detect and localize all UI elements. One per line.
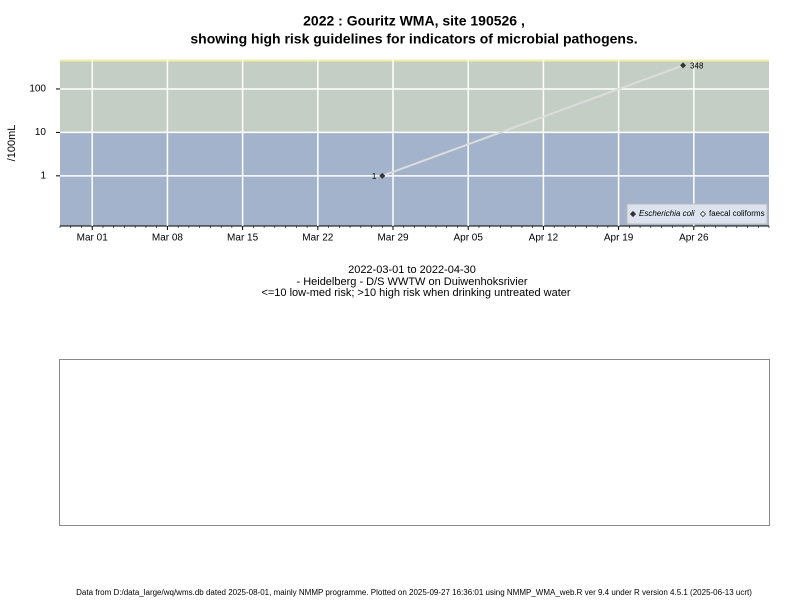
high-risk-band xyxy=(60,60,769,133)
legend-label: Escherichia coli xyxy=(639,209,695,218)
x-tick-label: Apr 05 xyxy=(453,233,483,244)
point xyxy=(680,62,687,69)
x-tick-label: Mar 22 xyxy=(302,233,334,244)
legend-label: faecal coliforms xyxy=(709,209,765,218)
subtitle: 2022-03-01 to 2022-04-30 xyxy=(348,264,476,276)
series-line xyxy=(381,64,684,177)
x-tick-label: Apr 12 xyxy=(529,233,559,244)
legend-marker xyxy=(629,210,637,218)
footer: Data from D:/data_large/wq/wms.db dated … xyxy=(76,588,752,597)
x-tick-label: Mar 01 xyxy=(77,233,109,244)
chart-title: showing high risk guidelines for indicat… xyxy=(190,31,637,47)
point xyxy=(379,172,386,179)
subtitle: <=10 low-med risk; >10 high risk when dr… xyxy=(261,287,570,299)
y-tick-label: 1 xyxy=(40,170,46,181)
x-tick-label: Mar 15 xyxy=(227,233,259,244)
legend-marker xyxy=(699,210,707,218)
x-tick-label: Apr 26 xyxy=(679,233,709,244)
x-tick-label: Mar 08 xyxy=(152,233,184,244)
x-tick-label: Apr 19 xyxy=(604,233,634,244)
chart-title: 2022 : Gouritz WMA, site 190526 , xyxy=(303,13,525,29)
legend-box xyxy=(626,203,768,225)
data-label: 1 xyxy=(372,172,377,181)
empty-panel xyxy=(59,359,770,526)
data-label: 348 xyxy=(690,62,704,71)
subtitle: - Heidelberg - D/S WWTW on Duiwenhoksriv… xyxy=(296,276,527,288)
y-tick-label: 10 xyxy=(35,127,47,138)
x-tick-label: Mar 29 xyxy=(377,233,409,244)
y-axis-label: /100mL xyxy=(6,125,18,162)
y-tick-label: 100 xyxy=(29,84,46,95)
